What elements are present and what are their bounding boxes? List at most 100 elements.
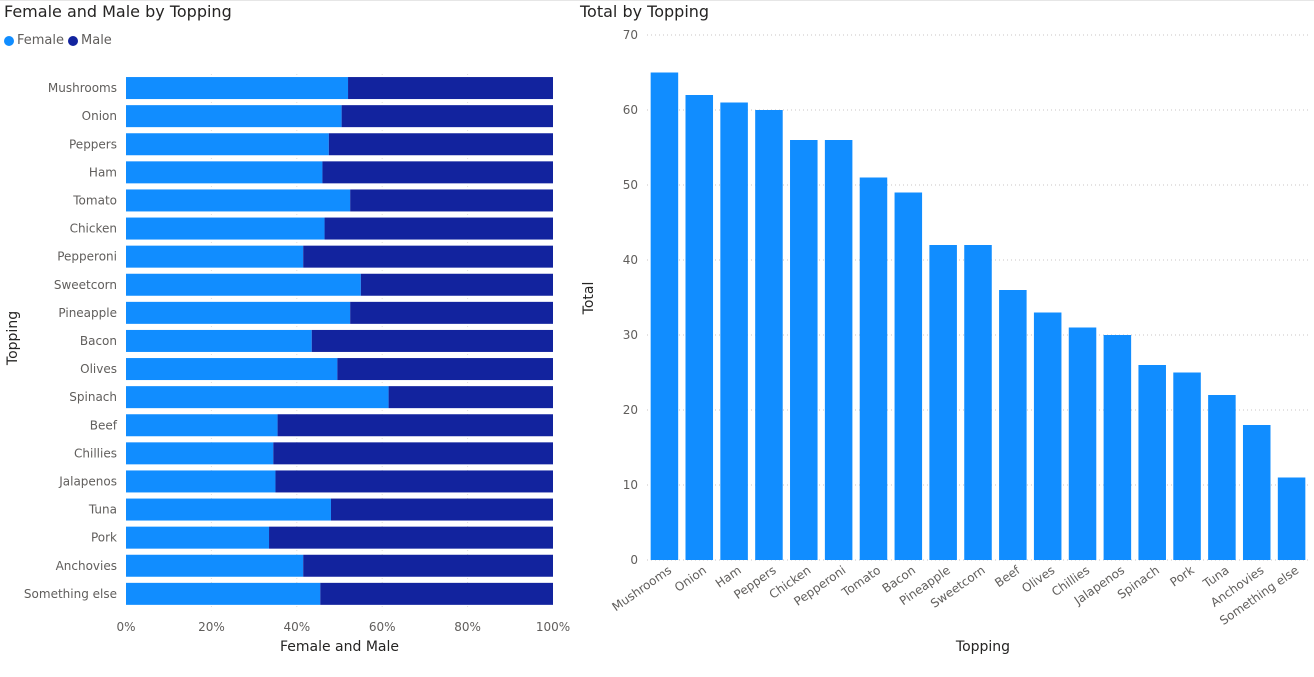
y-tick-label: Ham — [89, 165, 117, 179]
y-tick-label: Jalapenos — [58, 474, 117, 488]
y-tick-label: Sweetcorn — [54, 278, 117, 292]
bar-male-something-else[interactable] — [320, 582, 553, 605]
bar-male-beef[interactable] — [277, 414, 553, 437]
y-tick-label: Peppers — [69, 137, 117, 151]
bar-male-spinach[interactable] — [388, 386, 553, 409]
column-mushrooms[interactable] — [650, 72, 679, 561]
bar-female-tuna[interactable] — [126, 498, 331, 521]
bar-female-olives[interactable] — [126, 358, 338, 381]
bar-female-sweetcorn[interactable] — [126, 273, 361, 296]
bar-female-beef[interactable] — [126, 414, 278, 437]
x-tick-label: Sweetcorn — [928, 563, 988, 611]
bar-female-chicken[interactable] — [126, 217, 325, 240]
x-tick-label: Tomato — [839, 563, 884, 600]
bar-male-bacon[interactable] — [311, 329, 553, 352]
y-tick-label: Onion — [82, 109, 117, 123]
x-axis-title: Female and Male — [280, 639, 399, 655]
column-pepperoni[interactable] — [824, 140, 853, 560]
x-tick-label: 100% — [536, 620, 570, 634]
bar-male-ham[interactable] — [322, 161, 553, 184]
bar-male-peppers[interactable] — [328, 133, 553, 156]
column-beef[interactable] — [999, 290, 1027, 560]
x-tick-label: Pepperoni — [791, 563, 848, 609]
bar-female-pineapple[interactable] — [126, 301, 351, 324]
bar-male-pork[interactable] — [269, 526, 553, 549]
legend-label-female: Female — [17, 33, 65, 48]
bar-male-chillies[interactable] — [273, 442, 553, 465]
legend-item-male[interactable]: Male — [68, 33, 112, 48]
bar-male-pineapple[interactable] — [350, 301, 553, 324]
column-tomato[interactable] — [859, 177, 888, 561]
y-tick-label: Pork — [91, 531, 117, 545]
x-tick-label: 0% — [116, 620, 135, 634]
bar-female-peppers[interactable] — [126, 133, 329, 156]
y-tick-label: 10 — [623, 478, 638, 492]
x-tick-label: 20% — [198, 620, 225, 634]
bar-female-spinach[interactable] — [126, 386, 389, 409]
y-tick-label: Beef — [90, 418, 118, 432]
bar-female-ham[interactable] — [126, 161, 323, 184]
column-chart-panel[interactable]: Total by Topping 0 10 20 30 40 50 60 70 Mushroom… — [575, 0, 1314, 677]
x-tick-label: Jalapenos — [1071, 563, 1127, 608]
column-sweetcorn[interactable] — [964, 245, 992, 560]
bar-female-something-else[interactable] — [126, 582, 321, 605]
x-tick-label: Mushrooms — [609, 563, 674, 614]
x-tick-label: Chicken — [767, 563, 814, 602]
legend-label-male: Male — [81, 33, 112, 48]
y-tick-label: Chillies — [74, 446, 117, 460]
bar-female-anchovies[interactable] — [126, 554, 304, 577]
y-axis-title: Topping — [5, 311, 21, 366]
legend-dot-male-icon — [68, 35, 79, 46]
bar-male-pepperoni[interactable] — [303, 245, 553, 268]
x-tick-label: Spinach — [1115, 563, 1162, 602]
column-onion[interactable] — [685, 95, 714, 560]
column-pineapple[interactable] — [929, 245, 957, 560]
chart-title: Total by Topping — [580, 2, 710, 21]
bar-female-pork[interactable] — [126, 526, 270, 549]
x-tick-label: Peppers — [731, 563, 778, 602]
y-tick-label: Anchovies — [56, 559, 117, 573]
x-tick-label: Chillies — [1049, 563, 1092, 599]
bar-female-jalapenos[interactable] — [126, 470, 276, 493]
bar-male-jalapenos[interactable] — [275, 470, 553, 493]
x-axis-title: Topping — [955, 639, 1010, 655]
bar-female-tomato[interactable] — [126, 189, 351, 212]
column-pork[interactable] — [1173, 372, 1201, 561]
legend-item-female[interactable]: Female — [4, 33, 64, 48]
column-spinach[interactable] — [1138, 365, 1166, 560]
bar-female-chillies[interactable] — [126, 442, 274, 465]
stacked-bar-chart-panel[interactable]: Female and Male by Topping Female Male 0… — [0, 0, 575, 677]
bar-male-tuna[interactable] — [330, 498, 553, 521]
bar-male-chicken[interactable] — [324, 217, 553, 240]
y-tick-label: Olives — [80, 362, 117, 376]
x-tick-label: Pork — [1167, 563, 1196, 589]
bar-male-onion[interactable] — [341, 105, 553, 128]
column-something-else[interactable] — [1277, 477, 1306, 561]
bar-male-sweetcorn[interactable] — [360, 273, 553, 296]
bar-female-mushrooms[interactable] — [126, 77, 349, 100]
column-jalapenos[interactable] — [1103, 335, 1132, 560]
y-tick-label: Pineapple — [58, 306, 117, 320]
legend-dot-female-icon — [4, 35, 14, 46]
x-tick-label: 40% — [283, 620, 310, 634]
column-chillies[interactable] — [1068, 327, 1097, 561]
bar-male-olives[interactable] — [337, 358, 553, 381]
column-olives[interactable] — [1033, 312, 1062, 561]
x-tick-label: Ham — [713, 563, 744, 591]
column-tuna[interactable] — [1208, 395, 1236, 560]
y-tick-label: Tomato — [72, 193, 117, 207]
bar-female-onion[interactable] — [126, 105, 342, 128]
bar-female-pepperoni[interactable] — [126, 245, 304, 268]
y-tick-label: Pepperoni — [57, 250, 117, 264]
bar-male-tomato[interactable] — [350, 189, 553, 212]
column-anchovies[interactable] — [1242, 425, 1271, 560]
column-bacon[interactable] — [894, 192, 923, 561]
column-chicken[interactable] — [790, 140, 818, 560]
column-peppers[interactable] — [755, 110, 783, 560]
bar-male-anchovies[interactable] — [303, 554, 553, 577]
bar-female-bacon[interactable] — [126, 329, 312, 352]
bar-male-mushrooms[interactable] — [348, 77, 553, 100]
column-ham[interactable] — [720, 102, 748, 561]
x-tick-label: Olives — [1019, 563, 1057, 596]
x-tick-label: Something else — [1217, 563, 1301, 628]
